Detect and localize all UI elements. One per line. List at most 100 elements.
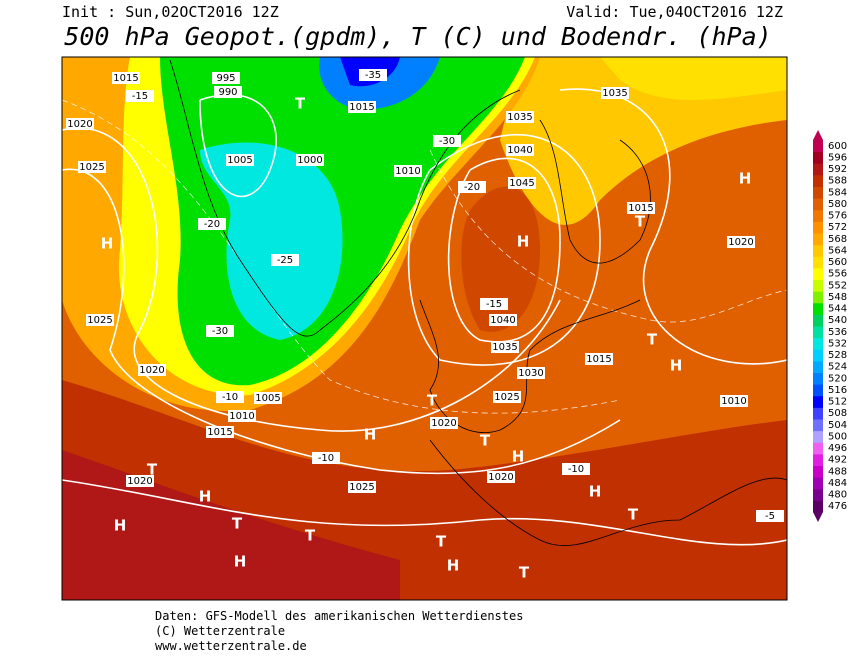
label-box (493, 391, 521, 403)
legend-label: 592 (828, 164, 847, 175)
legend-label: 580 (828, 199, 847, 210)
contour-label: 1005 (255, 393, 280, 404)
legend-swatch (813, 442, 823, 455)
legend-label: 548 (828, 292, 847, 303)
legend-label: 508 (828, 408, 847, 419)
warm-field (461, 186, 540, 332)
label-box (216, 391, 244, 403)
legend-label: 588 (828, 176, 847, 187)
legend-swatch (813, 163, 823, 176)
pressure-center: H (234, 553, 247, 571)
contour-label: -35 (365, 70, 381, 81)
legend-label: 596 (828, 152, 847, 163)
legend-label: 560 (828, 257, 847, 268)
label-box (458, 181, 486, 193)
legend-swatch (813, 151, 823, 164)
label-box (506, 111, 534, 123)
init-time: Init : Sun,02OCT2016 12Z (62, 3, 279, 21)
label-box (112, 72, 140, 84)
contour-label: -15 (486, 299, 502, 310)
label-box (226, 154, 254, 166)
contour-label: -10 (318, 453, 334, 464)
contour-label: 1020 (127, 476, 152, 487)
footer-url: www.wetterzentrale.de (155, 639, 307, 653)
contour-label: -15 (132, 91, 148, 102)
legend-swatch (813, 407, 823, 420)
pressure-center: T (232, 515, 243, 533)
cyan-field (200, 142, 343, 340)
legend-tip (813, 512, 823, 522)
contour-label: -5 (765, 511, 775, 522)
contour-label: 1015 (349, 102, 374, 113)
legend-swatch (813, 291, 823, 304)
legend-label: 532 (828, 338, 847, 349)
legend-swatch (813, 326, 823, 339)
legend-label: 504 (828, 420, 847, 431)
legend-swatch (813, 349, 823, 362)
contour-label: 1015 (113, 73, 138, 84)
legend-swatch (813, 174, 823, 187)
legend-swatch (813, 477, 823, 490)
legend-label: 584 (828, 187, 847, 198)
contour-label: 1020 (139, 365, 164, 376)
map: 1015 1020 1025 1025 1020 1015 1020 1005 995 990 10… (62, 57, 787, 600)
label-box (78, 161, 106, 173)
label-box (491, 341, 519, 353)
legend-tip (813, 130, 823, 140)
legend-label: 516 (828, 385, 847, 396)
legend-label: 528 (828, 350, 847, 361)
pressure-center: T (436, 533, 447, 551)
label-box (601, 87, 629, 99)
contour-label: 1025 (494, 392, 519, 403)
label-box (517, 367, 545, 379)
legend-swatch (813, 500, 823, 513)
label-box (348, 101, 376, 113)
pressure-center: H (670, 357, 683, 375)
legend-label: 536 (828, 327, 847, 338)
pressure-center: H (739, 170, 752, 188)
contour-label: 1040 (507, 145, 532, 156)
contour-label: 1045 (509, 178, 534, 189)
legend-swatch (813, 430, 823, 443)
coastlines (169, 59, 787, 546)
legend-swatch (813, 209, 823, 222)
legend-swatch (813, 395, 823, 408)
pressure-center: T (635, 213, 646, 231)
pressure-center: T (427, 392, 438, 410)
label-box (627, 202, 655, 214)
contour-label: 1035 (507, 112, 532, 123)
label-box (508, 177, 536, 189)
legend-swatch (813, 314, 823, 327)
pressure-center: H (512, 448, 525, 466)
contour-label: 1025 (79, 162, 104, 173)
pressure-center: T (628, 506, 639, 524)
contour-label: 1035 (492, 342, 517, 353)
contour-label: 1035 (602, 88, 627, 99)
contour-label: 1010 (395, 166, 420, 177)
legend-swatch (813, 465, 823, 478)
legend-label: 480 (828, 490, 847, 501)
legend-swatch (813, 256, 823, 269)
label-box (228, 410, 256, 422)
legend: 4764804844884924965005045085125165205245… (813, 130, 847, 522)
label-box (206, 426, 234, 438)
valid-time: Valid: Tue,04OCT2016 12Z (566, 3, 783, 21)
legend-label: 524 (828, 362, 847, 373)
pressure-center: H (589, 483, 602, 501)
pressure-center: H (101, 235, 114, 253)
legend-label: 476 (828, 501, 847, 512)
legend-swatch (813, 419, 823, 432)
label-box (254, 392, 282, 404)
label-box (359, 69, 387, 81)
pressure-center: H (364, 426, 377, 444)
label-box (348, 481, 376, 493)
label-box (206, 325, 234, 337)
contour-label: 1020 (67, 119, 92, 130)
yellow-field (600, 57, 787, 100)
contour-label: -20 (464, 182, 480, 193)
contour-label: 1000 (297, 155, 322, 166)
label-box (433, 135, 461, 147)
pressure-center: T (295, 95, 306, 113)
legend-swatch (813, 244, 823, 257)
